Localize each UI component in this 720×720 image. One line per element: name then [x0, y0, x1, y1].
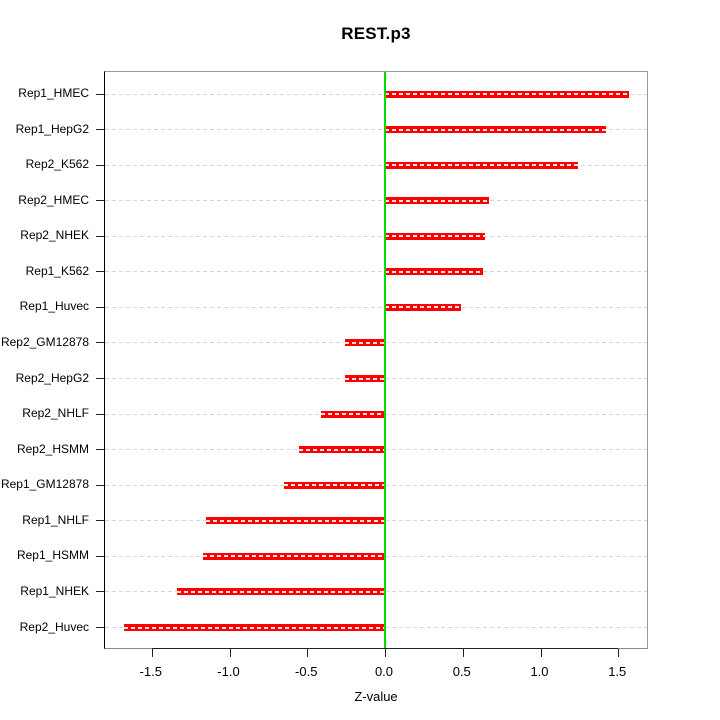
bar: [176, 588, 385, 596]
category-label: Rep1_NHEK: [20, 583, 89, 598]
category-label: Rep1_NHLF: [22, 512, 89, 527]
bar-stripe: [385, 306, 462, 309]
bar: [321, 410, 385, 418]
y-axis-tick: [96, 200, 104, 202]
y-axis-tick: [96, 449, 104, 451]
category-label: Rep1_Huvec: [19, 299, 89, 314]
x-axis-tick: [307, 649, 309, 657]
bar-stripe: [385, 270, 483, 273]
category-label: Rep1_HSMM: [16, 548, 89, 563]
category-label: Rep1_HMEC: [18, 86, 89, 100]
x-axis-tick: [151, 649, 153, 657]
bar: [123, 624, 385, 632]
bar: [385, 126, 606, 134]
y-axis-tick: [96, 591, 104, 593]
x-tick-label: -0.5: [295, 664, 318, 679]
bar: [344, 339, 385, 347]
bar-stripe: [123, 626, 385, 629]
bar: [385, 268, 483, 276]
bar-stripe: [206, 519, 385, 522]
grid-line: [105, 306, 647, 308]
bar-stripe: [176, 590, 385, 593]
grid-line: [105, 129, 647, 131]
bar: [283, 481, 385, 489]
bar: [385, 197, 490, 205]
y-axis-tick: [96, 306, 104, 308]
bar: [385, 232, 485, 240]
category-label: Rep2_GM12878: [0, 334, 89, 349]
bar-stripe: [344, 377, 385, 380]
bar-stripe: [321, 413, 385, 416]
grid-line: [105, 235, 647, 237]
x-tick-label: 1.5: [608, 664, 627, 679]
x-axis-tick: [618, 649, 620, 657]
bar: [344, 375, 385, 383]
bar-stripe: [299, 448, 385, 451]
bar: [299, 446, 385, 454]
x-axis-tick: [385, 649, 386, 657]
x-axis-title: Z-value: [354, 689, 398, 704]
x-tick-label: -1.0: [217, 664, 240, 679]
y-axis-tick: [96, 484, 104, 486]
bar-stripe: [385, 235, 485, 238]
grid-line: [105, 164, 647, 166]
plot-area: [96, 71, 648, 657]
bar-stripe: [385, 128, 606, 131]
category-label: Rep2_NHEK: [20, 228, 89, 243]
bar-stripe: [344, 341, 385, 344]
y-axis-tick: [96, 520, 104, 522]
category-label: Rep2_HepG2: [15, 370, 89, 385]
category-label: Rep2_HMEC: [18, 192, 89, 207]
y-axis-tick: [96, 164, 104, 166]
category-label: Rep2_Huvec: [19, 619, 89, 634]
grid-line: [105, 200, 647, 202]
x-tick-label: 0.5: [452, 664, 471, 679]
y-axis-tick: [96, 555, 104, 557]
bar: [385, 303, 462, 311]
y-axis-tick: [96, 342, 104, 344]
x-axis-line: [151, 648, 619, 649]
bar: [203, 552, 385, 560]
y-axis-tick: [96, 378, 104, 380]
category-label: Rep1_GM12878: [0, 477, 89, 492]
x-axis-tick: [229, 649, 231, 657]
grid-line: [105, 271, 647, 273]
chart-title: REST.p3: [341, 24, 411, 43]
category-label: Rep2_NHLF: [22, 406, 89, 421]
category-label: Rep1_K562: [25, 263, 89, 278]
grid-line: [105, 93, 647, 95]
y-axis-tick: [96, 129, 104, 131]
x-tick-label: 1.0: [530, 664, 549, 679]
bar-stripe: [385, 164, 578, 167]
y-axis-tick: [96, 93, 104, 95]
category-label: Rep2_HSMM: [16, 441, 89, 456]
y-axis-tick: [96, 271, 104, 273]
category-label: Rep1_HepG2: [15, 121, 89, 136]
bar: [385, 161, 578, 169]
bar: [385, 90, 630, 98]
bar-stripe: [385, 93, 630, 95]
bar-stripe: [385, 199, 490, 202]
x-axis-tick: [540, 649, 542, 657]
x-axis-tick: [462, 649, 464, 657]
category-label: Rep2_K562: [25, 157, 89, 172]
bar-stripe: [283, 484, 385, 487]
zero-reference-line: [384, 72, 386, 648]
bar: [206, 517, 385, 525]
bar-stripe: [203, 555, 385, 558]
x-tick-label: -1.5: [139, 664, 162, 679]
y-axis-tick: [96, 413, 104, 415]
x-tick-label: 0.0: [374, 664, 394, 679]
y-axis-tick: [96, 627, 104, 629]
y-axis-tick: [96, 235, 104, 237]
